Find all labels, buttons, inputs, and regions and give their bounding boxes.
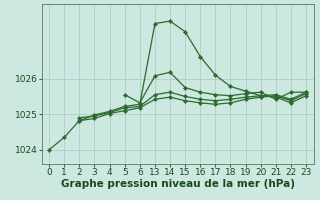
X-axis label: Graphe pression niveau de la mer (hPa): Graphe pression niveau de la mer (hPa)	[60, 179, 295, 189]
